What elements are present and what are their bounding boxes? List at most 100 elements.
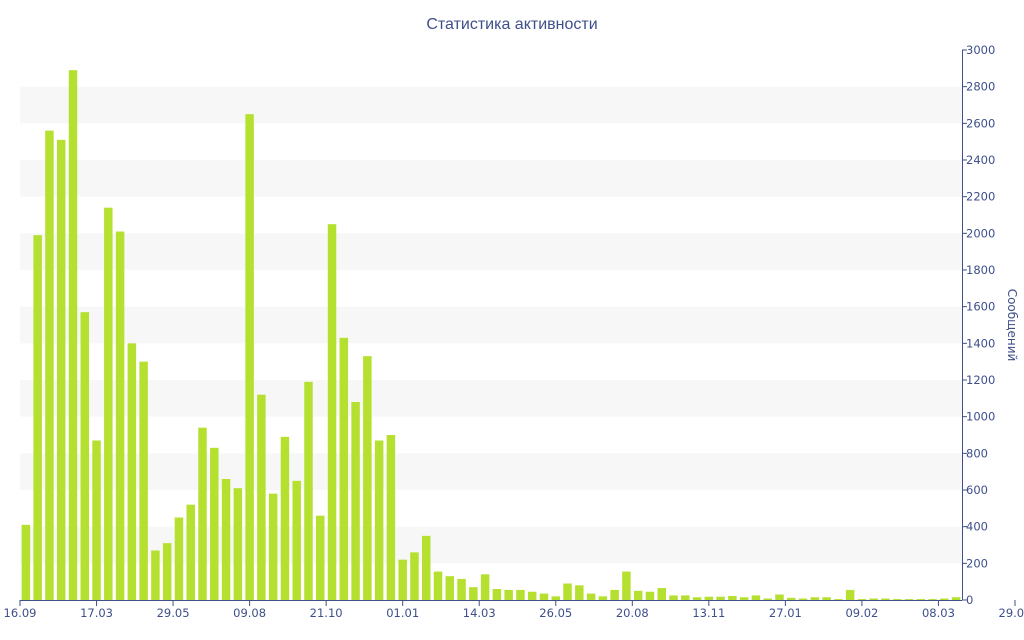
bar bbox=[398, 559, 407, 600]
bar bbox=[21, 524, 31, 600]
y-tick-label: 2200 bbox=[966, 190, 995, 204]
y-tick-label: 2000 bbox=[966, 226, 995, 240]
bar bbox=[363, 356, 372, 600]
bar bbox=[92, 440, 101, 600]
bar bbox=[56, 139, 66, 600]
y-tick-label: 600 bbox=[966, 483, 988, 497]
y-tick-label: 1400 bbox=[966, 336, 995, 350]
bar bbox=[174, 517, 184, 600]
bar bbox=[186, 504, 195, 600]
bar bbox=[869, 598, 878, 600]
bar bbox=[575, 585, 584, 600]
y-tick-label: 2800 bbox=[966, 80, 995, 94]
y-tick-label: 1200 bbox=[966, 373, 995, 387]
bar bbox=[563, 583, 572, 600]
y-tick-label: 2400 bbox=[966, 153, 995, 167]
x-tick-label: 01.01 bbox=[386, 606, 419, 620]
x-tick-label: 21.10 bbox=[310, 606, 343, 620]
grid-band bbox=[20, 306, 962, 344]
chart-title: Статистика активности bbox=[426, 16, 598, 33]
bar bbox=[586, 593, 596, 600]
bar bbox=[280, 436, 290, 600]
bar bbox=[739, 597, 749, 600]
grid-band bbox=[20, 453, 962, 490]
y-tick-label: 200 bbox=[966, 556, 988, 570]
x-tick-label: 16.09 bbox=[4, 606, 37, 620]
bar bbox=[292, 480, 301, 600]
bar bbox=[857, 599, 867, 600]
bar bbox=[728, 595, 737, 600]
bar bbox=[221, 479, 231, 600]
bar bbox=[610, 589, 619, 600]
bar bbox=[410, 552, 419, 600]
x-tick-label: 26.05 bbox=[539, 606, 572, 620]
bar bbox=[527, 591, 537, 600]
bar bbox=[33, 235, 42, 601]
bar bbox=[151, 550, 160, 600]
bar bbox=[351, 402, 360, 600]
y-tick-label: 1800 bbox=[966, 263, 995, 277]
bar bbox=[45, 130, 54, 601]
bar bbox=[834, 599, 843, 600]
bar bbox=[551, 596, 560, 600]
grid-band bbox=[20, 380, 962, 417]
bar bbox=[445, 576, 455, 600]
bar bbox=[704, 596, 714, 600]
bar bbox=[245, 114, 254, 601]
bar bbox=[893, 599, 902, 600]
bar bbox=[422, 535, 431, 600]
x-tick-label: 29.03 bbox=[999, 606, 1024, 620]
bar bbox=[904, 599, 914, 600]
bar bbox=[257, 394, 266, 600]
bar bbox=[881, 598, 890, 600]
bar bbox=[845, 589, 855, 600]
bar bbox=[139, 361, 148, 600]
x-tick-label: 17.03 bbox=[80, 606, 113, 620]
bar bbox=[681, 595, 690, 600]
bar bbox=[268, 493, 278, 600]
bar bbox=[233, 488, 243, 600]
grid-band bbox=[20, 86, 962, 124]
bar bbox=[598, 596, 608, 600]
bar bbox=[339, 337, 349, 600]
bar bbox=[928, 599, 937, 600]
bar bbox=[316, 515, 325, 600]
bar bbox=[68, 70, 78, 601]
grid-band bbox=[20, 526, 962, 564]
bar bbox=[775, 594, 784, 600]
bar bbox=[539, 593, 549, 600]
y-tick-label: 1000 bbox=[966, 410, 995, 424]
x-tick-label: 08.03 bbox=[922, 606, 955, 620]
bar bbox=[810, 597, 820, 600]
bar bbox=[633, 590, 643, 600]
bar bbox=[716, 596, 725, 600]
bar bbox=[386, 435, 396, 600]
bar bbox=[469, 587, 478, 600]
y-tick-label: 3000 bbox=[966, 43, 995, 57]
bar bbox=[645, 591, 655, 600]
bar bbox=[210, 447, 219, 600]
bar bbox=[916, 599, 926, 600]
y-tick-label: 1600 bbox=[966, 300, 995, 314]
bar bbox=[751, 595, 761, 600]
bar bbox=[304, 381, 313, 600]
y-tick-label: 800 bbox=[966, 446, 988, 460]
bar bbox=[516, 589, 525, 600]
bar bbox=[457, 578, 466, 600]
bar bbox=[692, 597, 702, 600]
y-tick-label: 0 bbox=[966, 593, 973, 607]
grid-band bbox=[20, 160, 962, 197]
x-tick-label: 09.02 bbox=[845, 606, 878, 620]
bar bbox=[822, 597, 831, 600]
x-tick-label: 29.05 bbox=[157, 606, 190, 620]
x-tick-label: 27.01 bbox=[769, 606, 802, 620]
y-tick-label: 2600 bbox=[966, 116, 995, 130]
bar bbox=[162, 543, 172, 600]
bar bbox=[327, 224, 337, 601]
x-tick-label: 14.03 bbox=[463, 606, 496, 620]
x-tick-label: 20.08 bbox=[616, 606, 649, 620]
grid-band bbox=[20, 233, 962, 270]
y-axis-label: Сообщений bbox=[1005, 289, 1019, 362]
